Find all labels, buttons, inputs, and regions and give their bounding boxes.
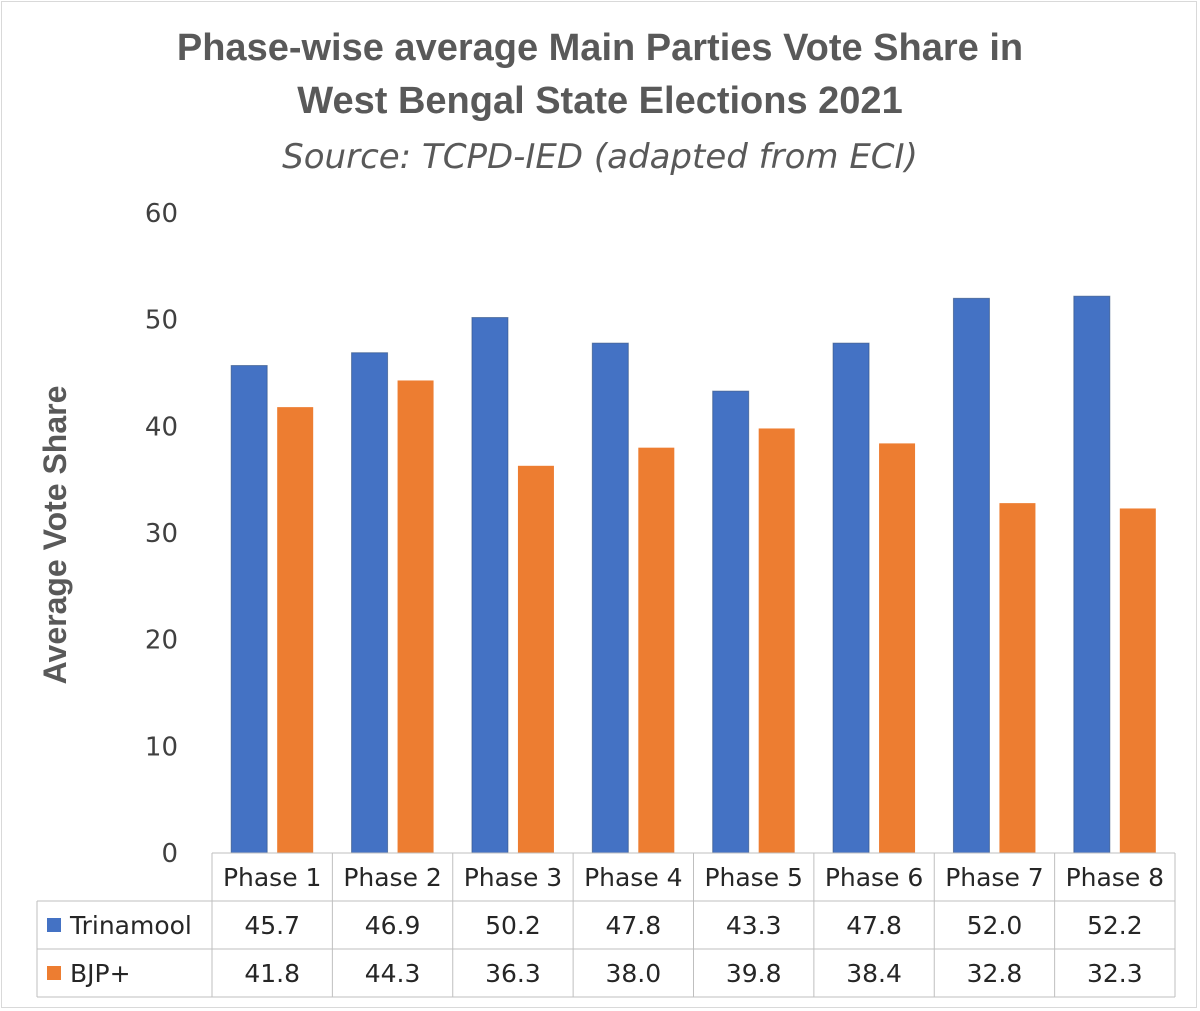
series-name: BJP+ — [70, 959, 131, 988]
data-label: 36.3 — [485, 959, 541, 988]
data-label: 46.9 — [365, 911, 421, 940]
chart-title-line-1: Phase-wise average Main Parties Vote Sha… — [177, 27, 1023, 69]
bar-trinamool-2 — [351, 352, 389, 854]
data-label: 52.0 — [967, 911, 1023, 940]
data-label: 44.3 — [365, 959, 421, 988]
chart-title-line-2: West Bengal State Elections 2021 — [297, 80, 902, 122]
data-label: 41.8 — [244, 959, 300, 988]
data-table-text: Phase 1 Phase 2 Phase 3 Phase 4 Phase 5 Phase… — [47, 863, 1164, 988]
data-label: 45.7 — [244, 911, 300, 940]
y-tick-label: 50 — [145, 306, 178, 336]
category-label: Phase 7 — [945, 863, 1044, 892]
data-label: 52.2 — [1087, 911, 1143, 940]
bar-trinamool-7 — [952, 297, 990, 854]
y-tick-label: 0 — [161, 839, 178, 869]
data-label: 38.0 — [605, 959, 661, 988]
y-axis-ticks: 0 10 20 30 40 50 60 — [145, 199, 178, 869]
data-label: 38.4 — [846, 959, 902, 988]
chart-subtitle: Source: TCPD-IED (adapted from ECI) — [282, 137, 918, 177]
data-label: 47.8 — [846, 911, 902, 940]
bar-trinamool-6 — [832, 342, 870, 854]
legend-swatch-bjp — [47, 966, 61, 980]
y-tick-label: 20 — [145, 626, 178, 656]
bar-bjp-1 — [277, 407, 314, 853]
bar-trinamool-8 — [1073, 295, 1111, 854]
data-table-grid — [36, 852, 1176, 998]
data-label: 43.3 — [726, 911, 782, 940]
category-label: Phase 5 — [704, 863, 803, 892]
bar-trinamool-1 — [230, 365, 268, 854]
legend-swatch-trinamool — [47, 918, 61, 932]
y-tick-label: 10 — [145, 732, 178, 762]
y-axis-label: Average Vote Share — [37, 386, 73, 685]
category-label: Phase 6 — [825, 863, 924, 892]
data-label: 50.2 — [485, 911, 541, 940]
series-name: Trinamool — [69, 911, 192, 940]
y-tick-label: 60 — [145, 199, 178, 229]
bar-trinamool-5 — [712, 390, 750, 854]
data-label: 32.8 — [967, 959, 1023, 988]
bar-bjp-5 — [758, 428, 795, 853]
category-label: Phase 3 — [464, 863, 563, 892]
data-label: 32.3 — [1087, 959, 1143, 988]
chart-title: Phase-wise average Main Parties Vote Sha… — [177, 27, 1023, 122]
bar-bjp-2 — [397, 380, 434, 853]
bar-bjp-8 — [1119, 508, 1156, 853]
bar-trinamool-4 — [591, 342, 629, 854]
bar-bjp-6 — [879, 443, 916, 853]
category-label: Phase 2 — [343, 863, 442, 892]
data-label: 39.8 — [726, 959, 782, 988]
bar-bjp-3 — [517, 465, 554, 853]
bars — [230, 295, 1156, 854]
category-label: Phase 4 — [584, 863, 683, 892]
category-label: Phase 1 — [223, 863, 322, 892]
bar-bjp-7 — [999, 503, 1036, 853]
bar-bjp-4 — [638, 447, 675, 853]
data-label: 47.8 — [605, 911, 661, 940]
y-tick-label: 40 — [145, 412, 178, 442]
bar-trinamool-3 — [471, 317, 509, 854]
category-label: Phase 8 — [1066, 863, 1165, 892]
y-tick-label: 30 — [145, 519, 178, 549]
